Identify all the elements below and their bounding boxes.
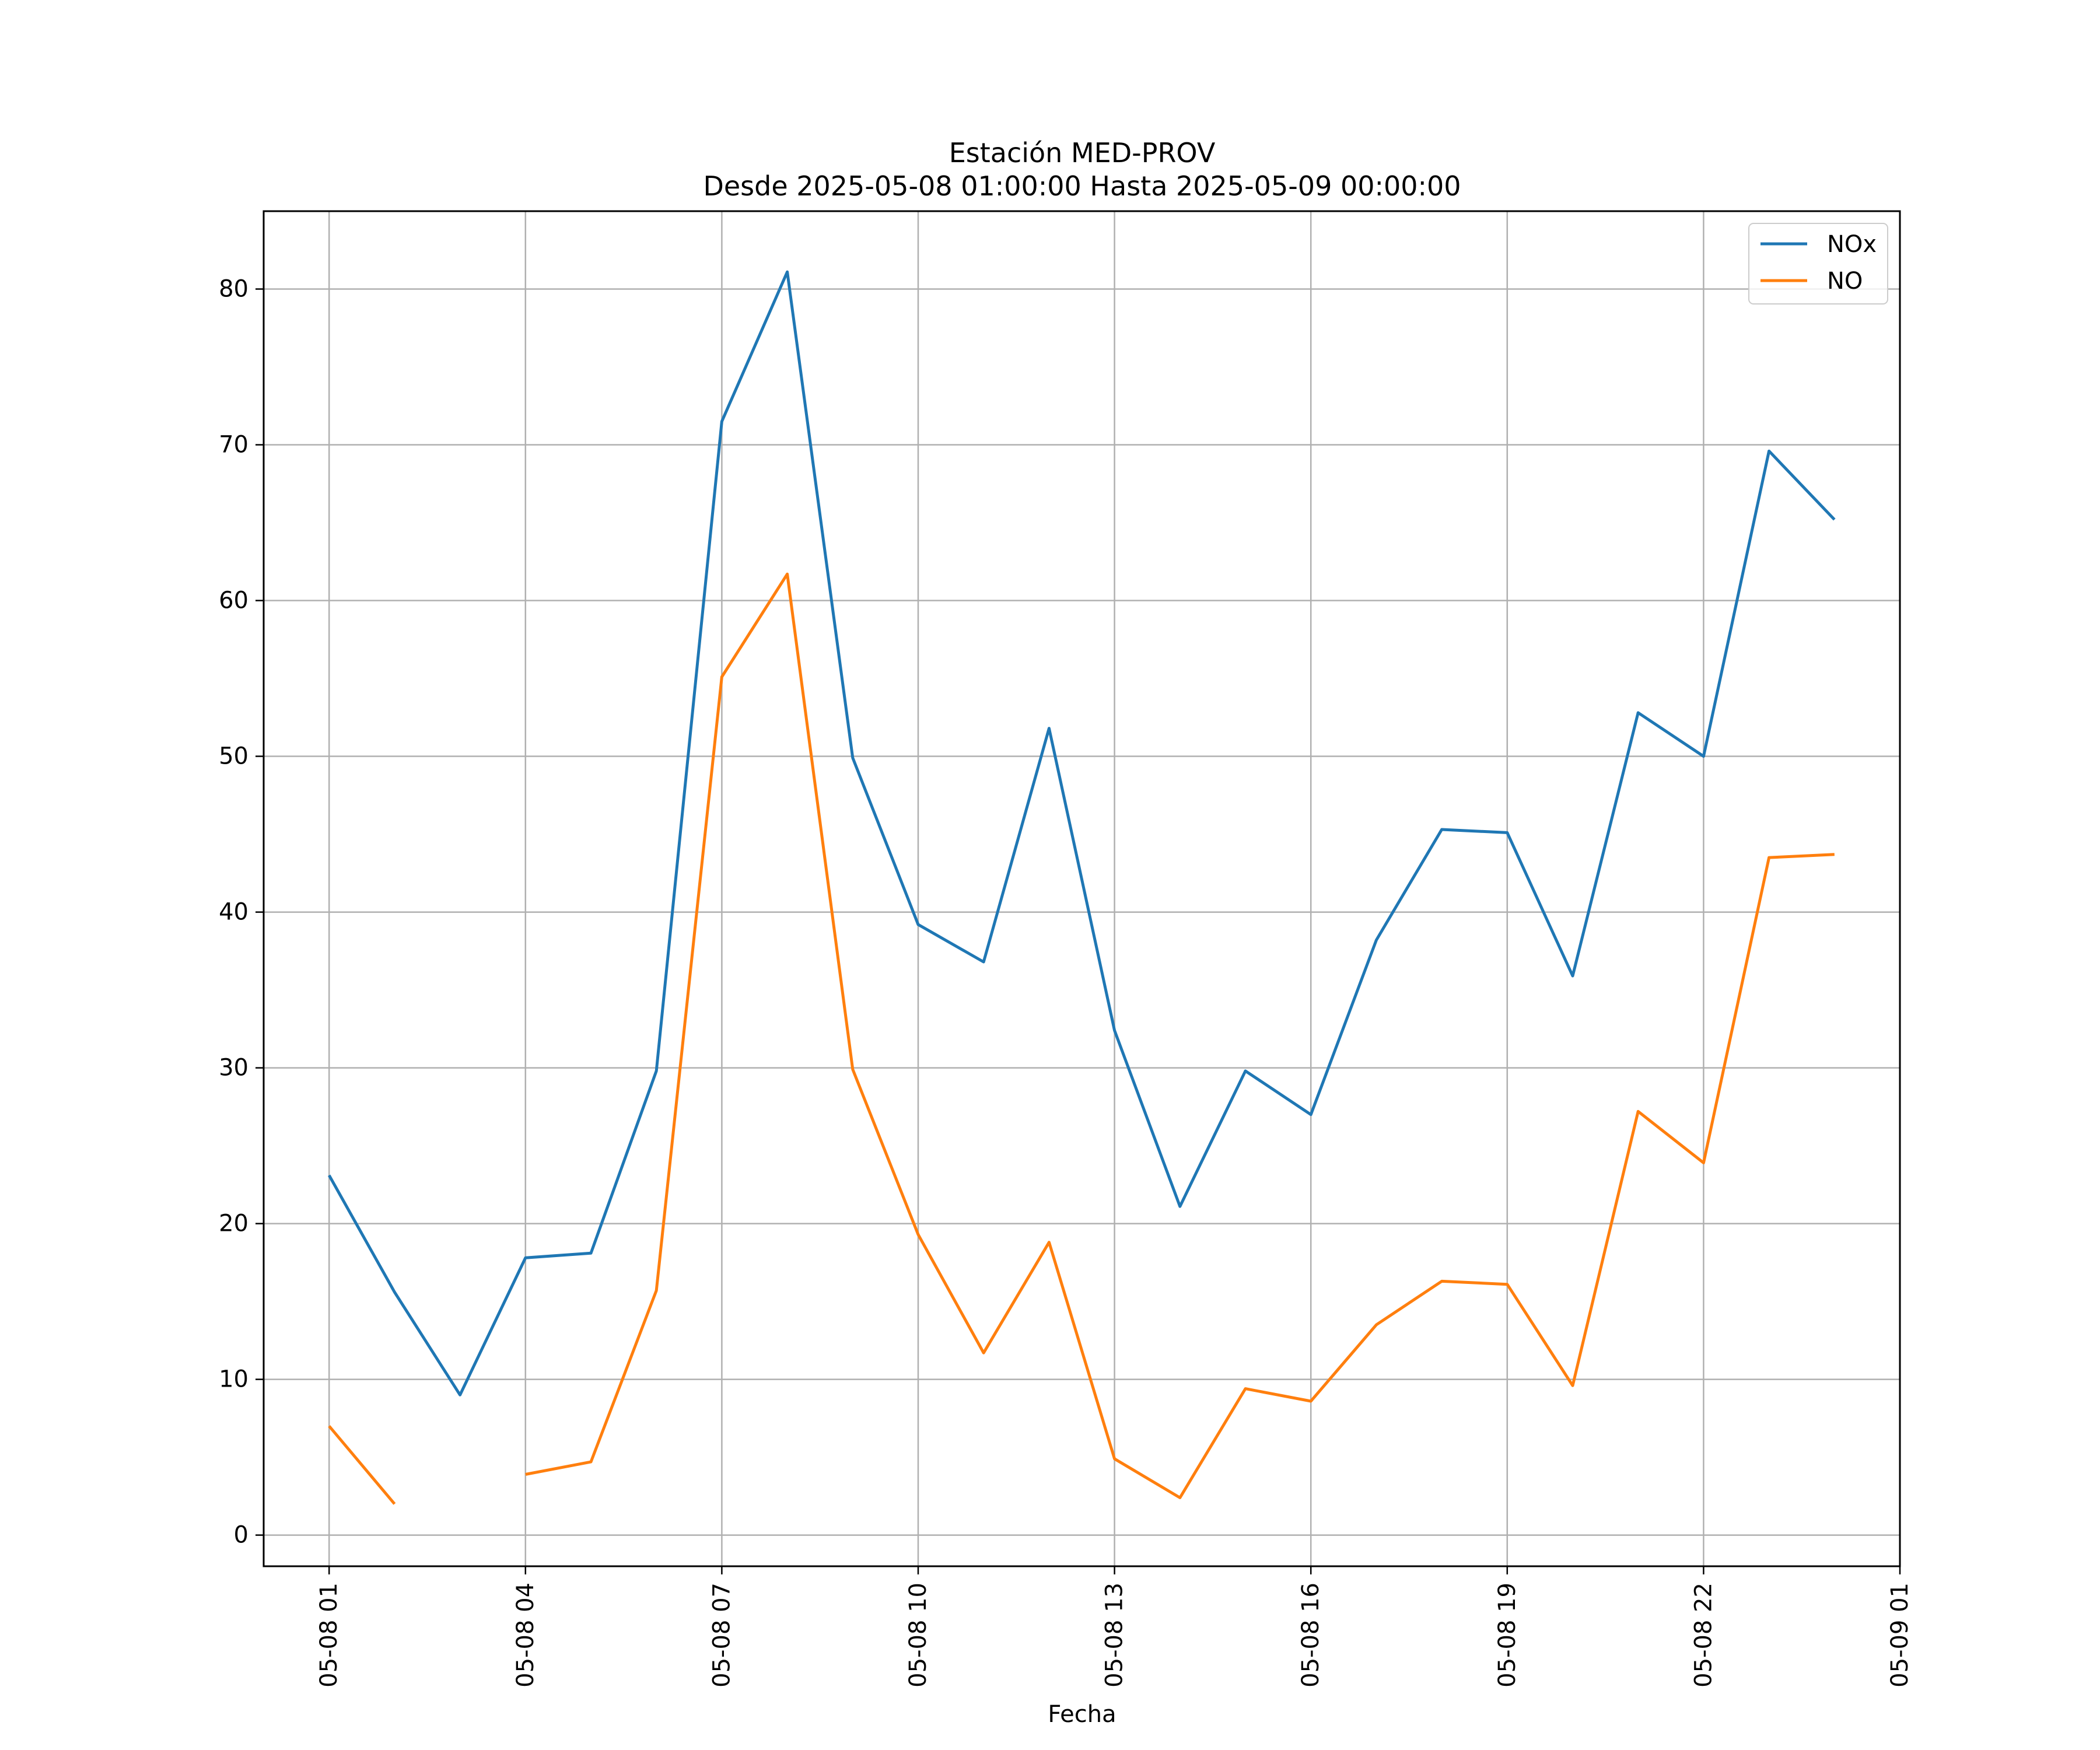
series-group <box>328 270 1836 1505</box>
y-axis: 0 10 20 30 40 50 60 70 80 <box>219 276 264 1549</box>
y-tick-label: 70 <box>219 432 249 459</box>
x-axis-label: Fecha <box>1048 1701 1116 1728</box>
series-line-nox <box>328 270 1836 1396</box>
series-line-no <box>328 572 1835 1505</box>
y-tick-label: 40 <box>219 899 249 926</box>
x-tick-label: 05-08 10 <box>905 1583 932 1688</box>
x-tick-label: 05-08 19 <box>1494 1583 1521 1688</box>
y-tick-label: 10 <box>219 1366 249 1393</box>
y-tick-label: 60 <box>219 587 249 614</box>
x-tick-label: 05-08 07 <box>708 1583 735 1688</box>
grid <box>264 211 1901 1566</box>
y-tick-label: 80 <box>219 276 249 303</box>
legend-label-nox: NOx <box>1827 231 1877 258</box>
y-tick-label: 0 <box>234 1522 249 1549</box>
x-tick-label: 05-08 13 <box>1101 1583 1128 1688</box>
legend-label-no: NO <box>1827 268 1863 295</box>
plot-frame <box>262 210 1901 1567</box>
legend: NOx NO <box>1748 223 1888 304</box>
x-tick-label: 05-08 22 <box>1690 1583 1717 1688</box>
y-tick-label: 50 <box>219 743 249 770</box>
chart-title: Estación MED-PROV <box>949 137 1216 169</box>
y-tick-label: 20 <box>219 1210 249 1237</box>
chart-subtitle: Desde 2025-05-08 01:00:00 Hasta 2025-05-… <box>703 170 1461 202</box>
y-tick-label: 30 <box>219 1055 249 1082</box>
x-tick-label: 05-09 01 <box>1887 1583 1913 1688</box>
x-tick-label: 05-08 01 <box>316 1583 342 1688</box>
x-axis: 05-08 01 05-08 04 05-08 07 05-08 10 05-08 13… <box>316 1566 1913 1688</box>
x-tick-label: 05-08 16 <box>1297 1583 1324 1688</box>
x-tick-label: 05-08 04 <box>512 1583 539 1688</box>
